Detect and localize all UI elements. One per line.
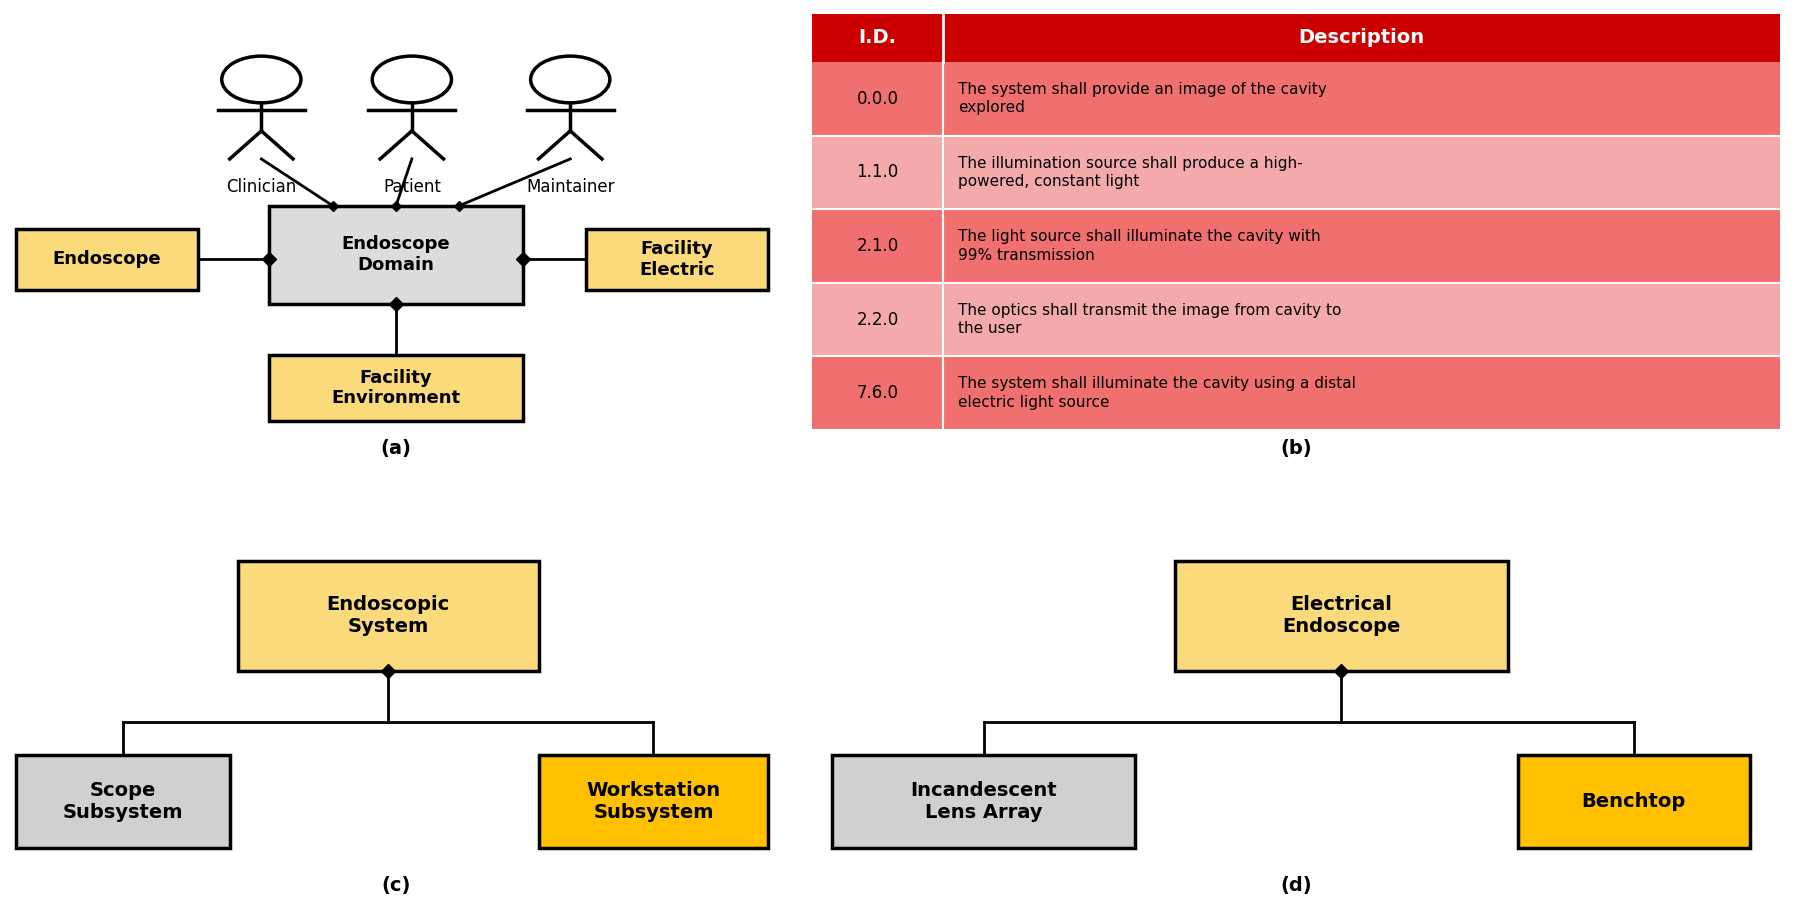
Text: Facility
Electric: Facility Electric (639, 240, 715, 279)
Text: 2.1.0: 2.1.0 (857, 237, 898, 255)
Bar (587, 229, 769, 289)
Text: 2.2.0: 2.2.0 (857, 311, 898, 329)
Text: Maintainer: Maintainer (526, 178, 614, 196)
Bar (812, 62, 1780, 136)
Text: Patient: Patient (383, 178, 441, 196)
Text: (b): (b) (1280, 439, 1312, 458)
Text: Clinician: Clinician (227, 178, 297, 196)
Bar (812, 283, 1780, 356)
Bar (812, 209, 1780, 283)
Text: Benchtop: Benchtop (1582, 792, 1687, 811)
Bar (270, 355, 522, 421)
Bar (812, 14, 1780, 430)
Text: The light source shall illuminate the cavity with
99% transmission: The light source shall illuminate the ca… (958, 229, 1321, 263)
Text: 0.0.0: 0.0.0 (857, 90, 898, 108)
Bar (270, 206, 522, 304)
Text: Endoscope: Endoscope (52, 251, 162, 269)
Text: (a): (a) (380, 439, 412, 458)
Text: (c): (c) (382, 876, 410, 895)
Text: Electrical
Endoscope: Electrical Endoscope (1282, 595, 1400, 636)
Text: Endoscope
Domain: Endoscope Domain (342, 236, 450, 274)
Text: 7.6.0: 7.6.0 (857, 384, 898, 402)
Text: Facility
Environment: Facility Environment (331, 369, 461, 407)
Text: Scope
Subsystem: Scope Subsystem (63, 781, 184, 823)
Text: The illumination source shall produce a high-
powered, constant light: The illumination source shall produce a … (958, 156, 1303, 189)
Text: Workstation
Subsystem: Workstation Subsystem (587, 781, 720, 823)
Bar (1175, 561, 1508, 671)
Bar (16, 229, 198, 289)
Bar (238, 561, 538, 671)
Bar (832, 755, 1134, 849)
Bar (16, 755, 230, 849)
Text: Incandescent
Lens Array: Incandescent Lens Array (911, 781, 1057, 823)
Text: Endoscopic
System: Endoscopic System (326, 595, 450, 636)
Text: (d): (d) (1280, 876, 1312, 895)
Text: The system shall illuminate the cavity using a distal
electric light source: The system shall illuminate the cavity u… (958, 377, 1355, 410)
Bar (812, 356, 1780, 430)
Text: Description: Description (1298, 29, 1424, 48)
Text: I.D.: I.D. (859, 29, 896, 48)
Bar (812, 14, 1780, 62)
Bar (1517, 755, 1750, 849)
Text: The system shall provide an image of the cavity
explored: The system shall provide an image of the… (958, 82, 1327, 115)
Text: 1.1.0: 1.1.0 (857, 164, 898, 182)
Bar (538, 755, 769, 849)
Bar (812, 136, 1780, 209)
Text: The optics shall transmit the image from cavity to
the user: The optics shall transmit the image from… (958, 303, 1341, 336)
